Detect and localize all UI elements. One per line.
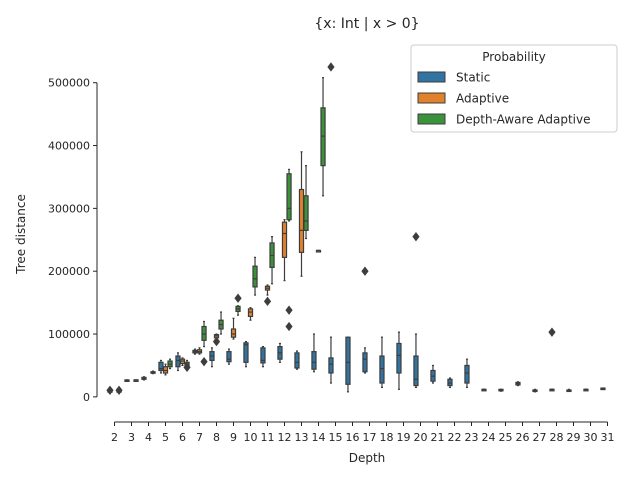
x-tick-label: 31 [601,431,615,444]
box [294,352,300,369]
legend-swatch [417,71,446,83]
x-tick-label: 8 [213,431,220,444]
y-axis: 0 100000 200000 300000 400000 500000 [48,77,98,404]
y-tick-label: 500000 [48,77,90,90]
x-tick-label: 5 [162,431,169,444]
x-tick-label: 3 [128,431,135,444]
box [303,195,309,231]
x-tick-label: 7 [196,431,203,444]
y-tick-label: 300000 [48,202,90,215]
y-axis-label: Tree distance [14,194,28,275]
box [243,342,249,363]
x-tick-label: 26 [516,431,530,444]
x-tick-label: 24 [482,431,496,444]
box [260,347,266,364]
plot-area [106,62,606,395]
x-tick-label: 25 [499,431,513,444]
y-tick-label: 0 [83,391,90,404]
legend-label: Adaptive [456,92,509,106]
box [464,364,470,384]
box [328,357,334,374]
x-tick-label: 9 [230,431,237,444]
x-tick-label: 21 [431,431,445,444]
x-tick-label: 10 [244,431,258,444]
box [226,351,232,363]
x-tick-label: 11 [261,431,275,444]
outlier-point [285,321,293,332]
x-tick-label: 22 [448,431,462,444]
outlier-point [327,62,335,72]
outlier-point [548,327,556,337]
outlier-point [106,385,114,395]
box [281,221,288,258]
box [230,328,237,338]
box [362,352,368,373]
x-axis: 2 3 4 5 6 7 8 9 10 11 12 13 14 15 16 17 18 19 20 21 22 23 24 25… [111,421,615,444]
box [201,325,207,341]
box [298,188,305,253]
series-static [106,62,606,395]
x-axis-label: Depth [349,451,386,465]
outlier-point [234,293,242,303]
legend: Probability Static Adaptive Depth-Aware Ad… [410,44,618,133]
box [175,355,181,368]
x-tick-label: 27 [533,431,547,444]
outlier-point [285,305,293,315]
series-depth-aware-adaptive [115,77,326,395]
x-tick-label: 6 [179,431,186,444]
box [413,355,419,387]
box [247,308,254,318]
outlier-point [200,357,208,367]
legend-entries: Static Adaptive Depth-Aware Adaptive [417,71,590,127]
x-tick-label: 20 [414,431,428,444]
legend-swatch [417,92,446,104]
box [162,366,169,374]
box [447,378,453,387]
x-tick-label: 19 [397,431,411,444]
series-adaptive [162,151,322,376]
box [379,355,385,384]
box [252,265,258,288]
outlier-point [263,296,272,307]
outlier-point [361,266,369,276]
x-tick-label: 15 [329,431,343,444]
y-tick-label: 100000 [48,328,90,341]
chart-title: {x: Int | x > 0} [314,16,419,32]
legend-frame [410,44,618,133]
x-tick-label: 2 [111,431,118,444]
box [158,361,164,372]
box [345,336,351,385]
y-tick-label: 200000 [48,265,90,278]
x-tick-label: 29 [567,431,581,444]
box [311,351,317,370]
outlier-point [183,362,191,373]
x-tick-label: 23 [465,431,479,444]
x-tick-label: 13 [295,431,309,444]
x-tick-label: 30 [584,431,598,444]
outlier-point [212,336,221,347]
x-tick-label: 14 [312,431,326,444]
outlier-point [412,231,420,242]
y-tick-label: 400000 [48,140,90,153]
x-tick-label: 4 [145,431,152,444]
legend-swatch [417,113,446,125]
legend-label: Static [456,71,490,85]
box [396,342,402,374]
legend-title: Probability [482,50,545,64]
x-tick-label: 28 [550,431,564,444]
outlier-point [115,385,123,395]
box [286,173,292,221]
x-tick-label: 16 [346,431,360,444]
x-tick-label: 12 [278,431,292,444]
box [320,107,326,167]
legend-label: Depth-Aware Adaptive [456,113,590,127]
x-tick-label: 17 [363,431,377,444]
x-tick-label: 18 [380,431,394,444]
